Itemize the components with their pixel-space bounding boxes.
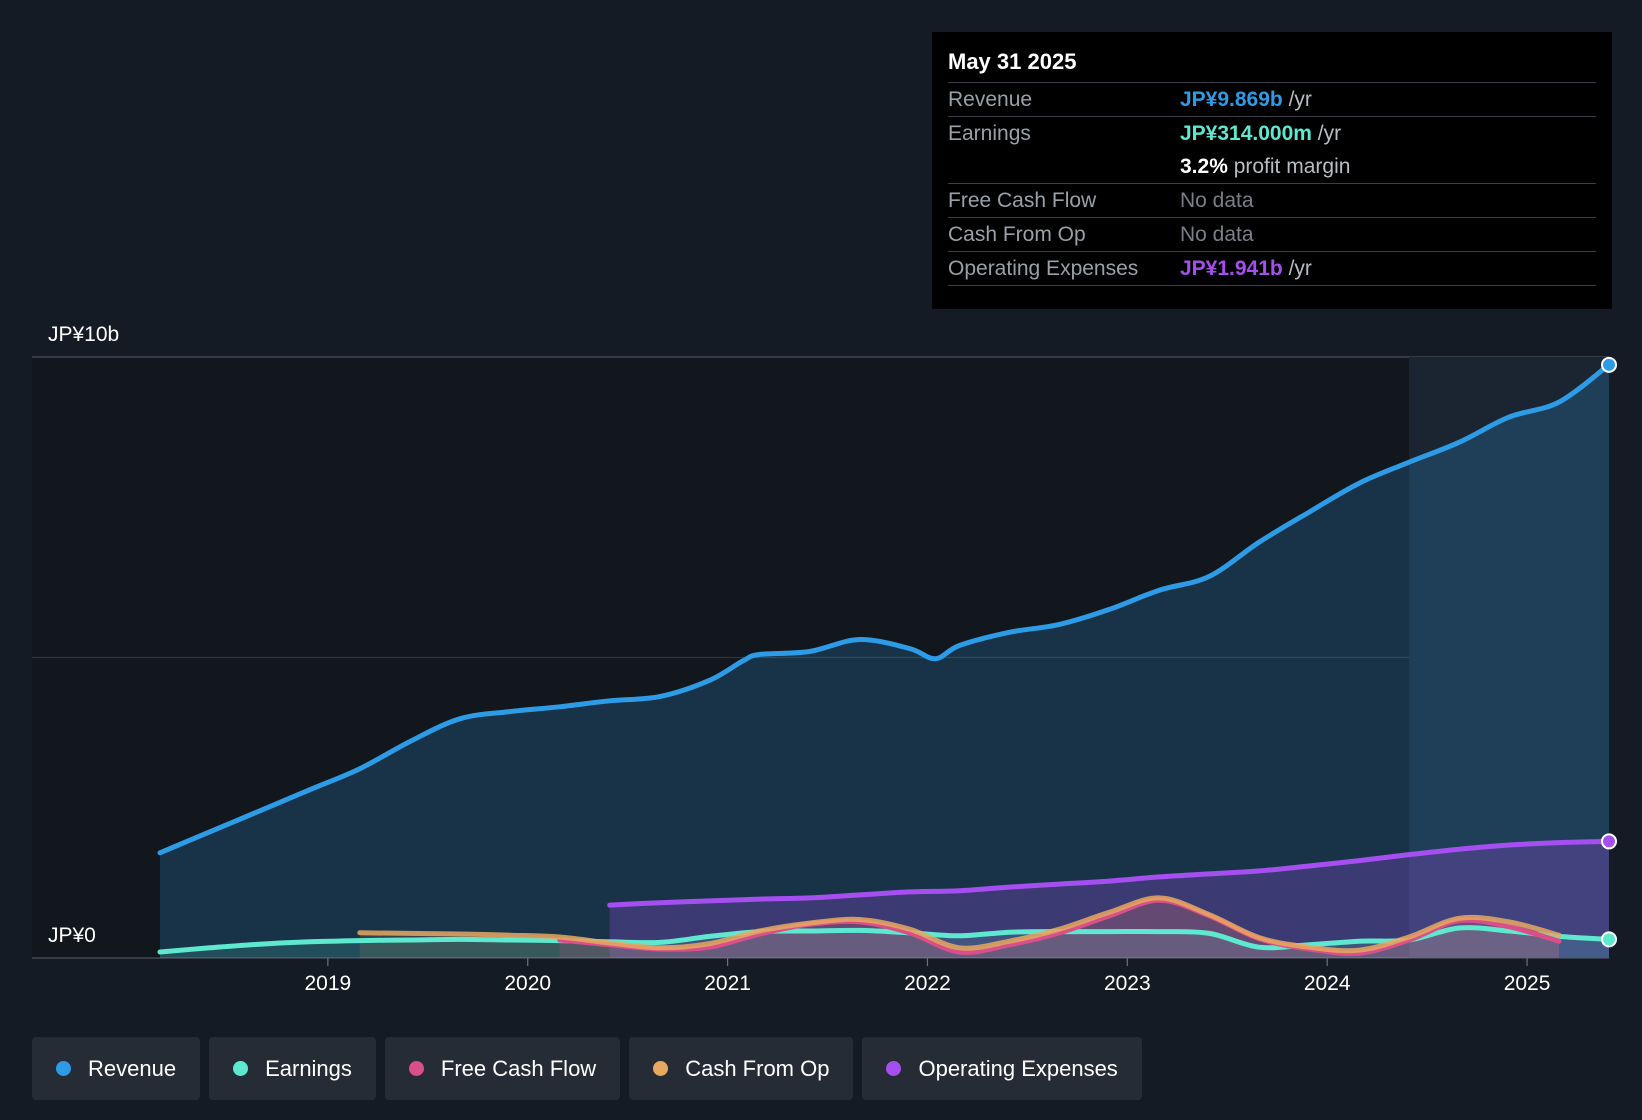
legend-label: Free Cash Flow — [440, 1055, 597, 1081]
marker-earnings — [1601, 931, 1617, 948]
legend-item-cash-from-op[interactable]: Cash From Op — [629, 1037, 854, 1100]
x-tick-label: 2020 — [504, 972, 551, 995]
chart-legend: Revenue Earnings Free Cash Flow Cash Fro… — [32, 1037, 1151, 1100]
x-tick-label: 2019 — [304, 972, 351, 995]
tooltip-row-revenue: Revenue JP¥9.869b /yr — [948, 83, 1596, 117]
tooltip-label: Operating Expenses — [948, 257, 1139, 280]
revenue-dot-icon — [56, 1061, 71, 1076]
line-free-cash-flow — [557, 897, 1562, 957]
tooltip-value: JP¥9.869b — [1180, 88, 1283, 111]
x-tick-label: 2022 — [904, 972, 951, 995]
legend-item-free-cash-flow[interactable]: Free Cash Flow — [384, 1037, 621, 1100]
area-cash-from-op — [359, 897, 1559, 958]
legend-item-revenue[interactable]: Revenue — [32, 1037, 201, 1100]
line-revenue — [157, 362, 1612, 856]
tooltip-unit: /yr — [1282, 88, 1312, 111]
tooltip-value: JP¥314.000m — [1180, 122, 1312, 145]
marker-revenue — [1601, 356, 1617, 373]
free-cash-flow-dot-icon — [408, 1061, 424, 1076]
tooltip-date: May 31 2025 — [948, 46, 1596, 83]
tooltip-value: 3.2% — [1180, 155, 1228, 178]
y-tick-label: JP¥10b — [48, 323, 119, 346]
tooltip-row-free-cash-flow: Free Cash Flow No data — [948, 184, 1596, 218]
area-free-cash-flow — [559, 900, 1559, 958]
line-cash-from-op — [357, 895, 1562, 954]
legend-item-operating-expenses[interactable]: Operating Expenses — [862, 1037, 1142, 1100]
data-tooltip: May 31 2025 Revenue JP¥9.869b /yr Earnin… — [932, 32, 1612, 309]
tooltip-unit: /yr — [1311, 122, 1342, 145]
marker-operating-expenses — [1601, 833, 1617, 850]
tooltip-label: Free Cash Flow — [948, 189, 1097, 212]
x-tick-label: 2021 — [704, 972, 751, 995]
cash-from-op-dot-icon — [653, 1061, 669, 1076]
line-operating-expenses — [607, 838, 1612, 908]
tooltip-label: Revenue — [948, 88, 1033, 111]
tooltip-label: Cash From Op — [948, 223, 1086, 246]
tooltip-unit: No data — [1180, 223, 1254, 246]
area-revenue — [160, 364, 1609, 958]
tooltip-unit: /yr — [1282, 257, 1312, 280]
tooltip-label — [948, 150, 1180, 183]
tooltip-label: Earnings — [948, 122, 1031, 145]
tooltip-value: JP¥1.941b — [1180, 257, 1283, 280]
tooltip-unit: profit margin — [1227, 155, 1351, 178]
tooltip-row-earnings: Earnings JP¥314.000m /yr — [948, 117, 1596, 150]
highlight-region — [1409, 357, 1609, 958]
operating-expenses-dot-icon — [886, 1061, 902, 1076]
x-tick-label: 2024 — [1304, 972, 1351, 995]
tooltip-row-operating-expenses: Operating Expenses JP¥1.941b /yr — [948, 252, 1596, 286]
legend-label: Cash From Op — [685, 1055, 830, 1081]
legend-label: Operating Expenses — [918, 1055, 1118, 1081]
area-earnings — [160, 927, 1609, 958]
line-earnings — [157, 925, 1612, 955]
legend-label: Earnings — [265, 1055, 352, 1081]
tooltip-unit: No data — [1180, 189, 1254, 212]
tooltip-row-cash-from-op: Cash From Op No data — [948, 218, 1596, 252]
legend-item-earnings[interactable]: Earnings — [209, 1037, 376, 1100]
earnings-dot-icon — [233, 1061, 249, 1076]
x-tick-label: 2025 — [1504, 972, 1551, 995]
tooltip-row-profit-margin: 3.2% profit margin — [948, 150, 1596, 184]
y-tick-label: JP¥0 — [48, 924, 96, 947]
x-tick-label: 2023 — [1104, 972, 1151, 995]
legend-label: Revenue — [88, 1055, 177, 1081]
